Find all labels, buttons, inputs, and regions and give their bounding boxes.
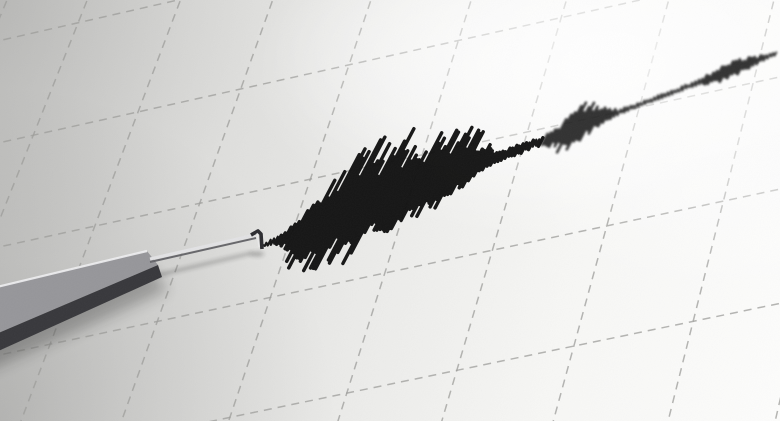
needle-rod-bottom: [149, 237, 257, 263]
needle-rod-shadow: [153, 251, 253, 278]
needle-nib-highlight: [256, 232, 260, 248]
needle-tip-shadow: [250, 251, 264, 257]
